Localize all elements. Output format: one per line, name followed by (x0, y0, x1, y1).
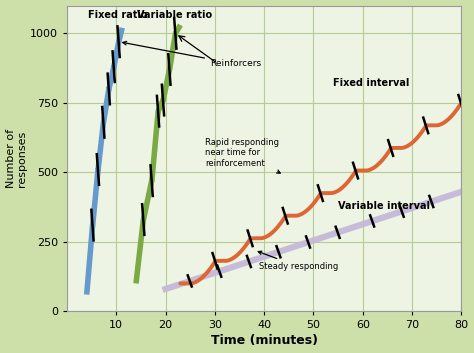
Text: Fixed interval: Fixed interval (333, 78, 410, 88)
Y-axis label: Number of
responses: Number of responses (6, 129, 27, 188)
X-axis label: Time (minutes): Time (minutes) (210, 334, 318, 347)
Text: Variable ratio: Variable ratio (137, 10, 212, 20)
Text: Rapid responding
near time for
reinforcement: Rapid responding near time for reinforce… (205, 138, 280, 173)
Text: Fixed ratio: Fixed ratio (88, 10, 147, 20)
Text: Reinforcers: Reinforcers (123, 41, 261, 68)
Text: Steady responding: Steady responding (258, 251, 338, 271)
Text: Variable interval: Variable interval (338, 201, 430, 211)
